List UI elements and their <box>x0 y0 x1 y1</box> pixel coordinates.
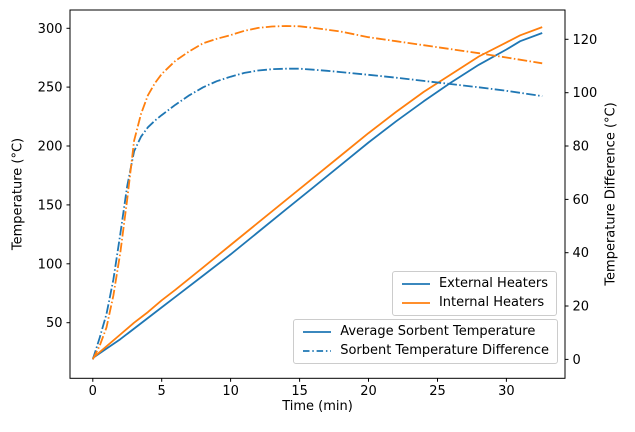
legend-label: Internal Heaters <box>438 295 545 310</box>
series-line-1 <box>92 26 543 359</box>
legend-item: Average Sorbent Temperature <box>302 324 549 340</box>
x-axis-label: Time (min) <box>282 399 353 414</box>
series-group <box>91 25 543 360</box>
legend-item: External Heaters <box>401 276 548 292</box>
y-left-tick-label: 100 <box>38 257 63 272</box>
series-line-0 <box>92 32 543 359</box>
legend-label: Average Sorbent Temperature <box>340 324 536 339</box>
y-right-tick-label: 100 <box>573 86 598 101</box>
y-axis-label-left: Temperature (°C) <box>10 137 26 251</box>
legend-label: External Heaters <box>438 276 548 291</box>
axes-spines <box>69 9 566 379</box>
y-right-tick-label: 60 <box>573 193 590 208</box>
legend-line-styles: Average Sorbent Temperature Sorbent Tempe… <box>293 319 558 364</box>
y-right-tick-label: 20 <box>573 300 590 315</box>
legend-heaters: External Heaters Internal Heaters <box>391 271 557 316</box>
y-left-tick-label: 150 <box>38 198 63 213</box>
x-tick-label: 0 <box>89 384 97 399</box>
series-line-3 <box>91 25 543 360</box>
y-right-tick-label: 40 <box>573 246 590 261</box>
y-right-tick-label: 0 <box>573 353 581 368</box>
y-axis-left-ticks: 50 100 150 200 250 300 <box>38 22 70 331</box>
x-axis-ticks: 0 5 10 15 20 25 30 <box>89 378 515 399</box>
legend-item: Sorbent Temperature Difference <box>302 343 549 359</box>
solid-line-sample-icon <box>303 331 332 333</box>
y-right-tick-label: 120 <box>573 33 598 48</box>
y-axis-label-right: Temperature Difference (°C) <box>603 102 619 286</box>
y-left-tick-label: 200 <box>38 140 63 155</box>
legend-item: Internal Heaters <box>401 295 548 311</box>
solid-line-sample-icon <box>401 302 430 304</box>
legend-label: Sorbent Temperature Difference <box>340 343 549 358</box>
solid-line-sample-icon <box>401 283 430 285</box>
y-left-tick-label: 50 <box>46 316 63 331</box>
x-tick-label: 5 <box>158 384 166 399</box>
x-tick-label: 15 <box>291 384 308 399</box>
x-tick-label: 10 <box>222 384 239 399</box>
series-line-2 <box>91 67 543 360</box>
dashdot-line-sample-icon <box>303 350 332 352</box>
x-tick-label: 20 <box>360 384 377 399</box>
x-tick-label: 25 <box>429 384 446 399</box>
y-axis-right-ticks: 0 20 40 60 80 100 120 <box>565 33 597 368</box>
y-right-tick-label: 80 <box>573 140 590 155</box>
x-tick-label: 30 <box>498 384 515 399</box>
y-left-tick-label: 250 <box>38 81 63 96</box>
y-left-tick-label: 300 <box>38 22 63 37</box>
